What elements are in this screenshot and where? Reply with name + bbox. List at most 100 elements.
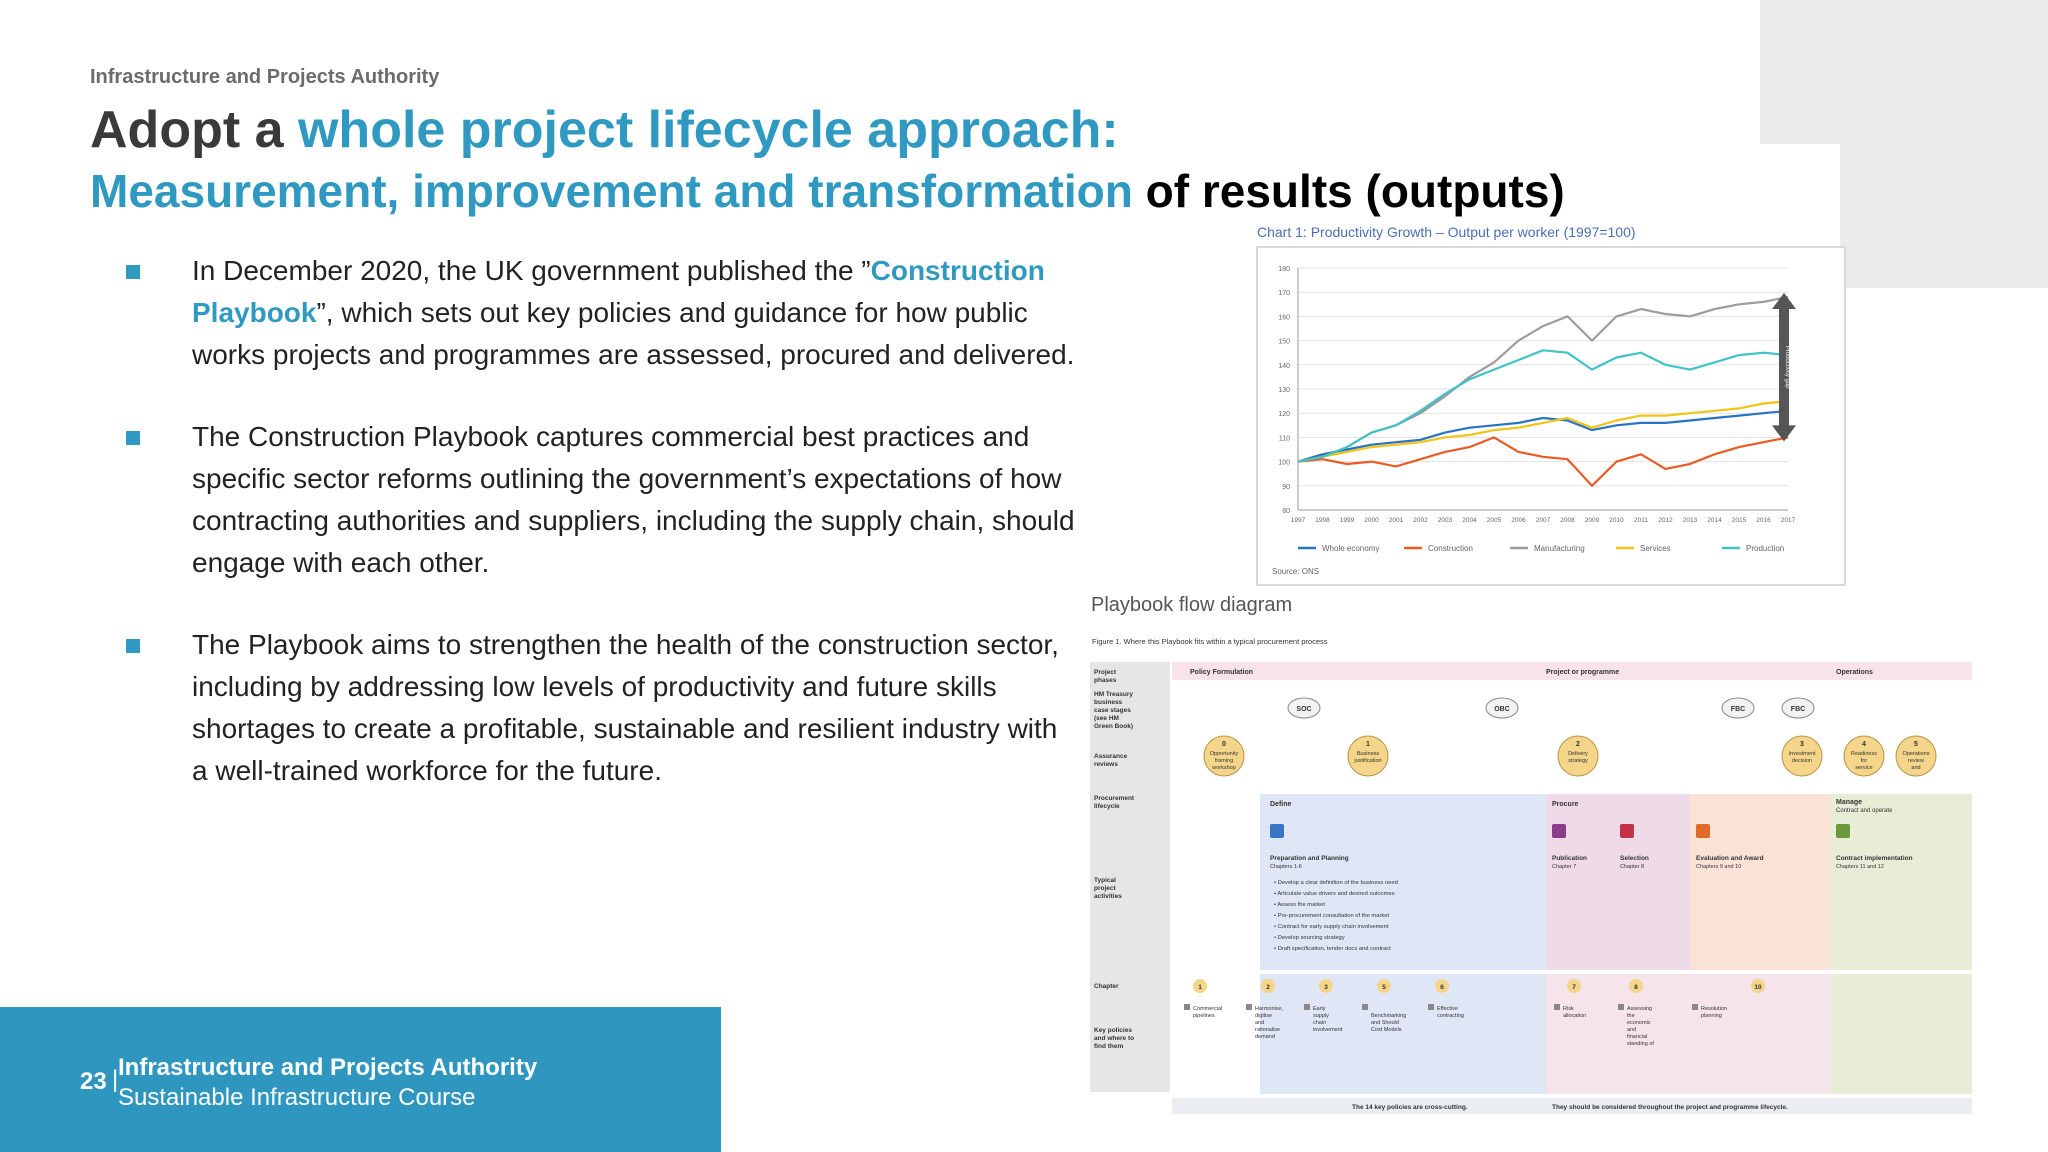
- review-number: 1: [1366, 741, 1370, 748]
- page-number: 23: [80, 1068, 107, 1095]
- phase-label: Operations: [1836, 669, 1873, 676]
- policy-label: Early: [1313, 1006, 1326, 1012]
- y-tick-label: 130: [1278, 387, 1290, 394]
- activity-item: • Articulate value drivers and desired o…: [1274, 891, 1395, 897]
- bullet-text: In December 2020, the UK government publ…: [192, 255, 871, 286]
- manage-policy-zone: [1830, 974, 1972, 1094]
- x-tick-label: 1998: [1315, 517, 1330, 524]
- policy-label: planning: [1701, 1013, 1722, 1019]
- row-label: reviews: [1094, 761, 1118, 768]
- footer-course: Sustainable Infrastructure Course: [118, 1084, 476, 1111]
- chapter-circle: [1319, 979, 1333, 993]
- page-separator: |: [112, 1066, 119, 1093]
- chapter-circle: [1629, 979, 1643, 993]
- policy-footer-strip: [1172, 1098, 1972, 1114]
- row-label: business: [1094, 699, 1123, 706]
- productivity-gap-bar: [1779, 307, 1789, 428]
- playbook-link[interactable]: Construction Playbook: [192, 255, 1045, 328]
- y-tick-label: 150: [1278, 339, 1290, 346]
- y-tick-label: 110: [1279, 435, 1290, 442]
- activity-item: • Assess the market: [1274, 902, 1325, 908]
- row-label: find them: [1094, 1043, 1123, 1050]
- activity-chapters: Chapters 11 and 12: [1836, 864, 1884, 870]
- policy-label: involvement: [1313, 1027, 1343, 1033]
- stage-bubble: [1781, 697, 1815, 719]
- row-label-column: [1090, 662, 1170, 1092]
- y-tick-label: 170: [1278, 290, 1290, 297]
- x-tick-label: 2016: [1756, 517, 1771, 524]
- x-tick-label: 2006: [1511, 517, 1526, 524]
- y-tick-label: 140: [1278, 363, 1290, 370]
- bullet-text: ”, which sets out key policies and guida…: [192, 297, 1075, 370]
- bullet-item: The Construction Playbook captures comme…: [126, 416, 1076, 584]
- lifecycle-label: Define: [1270, 801, 1292, 808]
- row-label: project: [1094, 885, 1117, 892]
- playbook-flow-diagram: Figure 1. Where this Playbook fits withi…: [1090, 634, 1976, 1118]
- review-label: workshop: [1211, 765, 1236, 771]
- review-label: Opportunity: [1210, 751, 1239, 757]
- review-number: 0: [1222, 741, 1226, 748]
- x-tick-label: 1997: [1291, 517, 1306, 524]
- y-tick-label: 180: [1278, 266, 1290, 273]
- flow-diagram-title: Playbook flow diagram: [1091, 594, 1293, 616]
- chapter-number: 3: [1324, 984, 1328, 991]
- row-label: Typical: [1094, 877, 1116, 884]
- y-tick-label: 120: [1278, 411, 1290, 418]
- productivity-chart: 80 90 100 110 120 130 140 150 160 170 180 1997 1998 1…: [1256, 246, 1846, 586]
- x-tick-label: 2015: [1732, 517, 1747, 524]
- chapter-number: 6: [1440, 984, 1444, 991]
- review-circle: [1557, 735, 1599, 777]
- lifecycle-label: Manage: [1836, 799, 1862, 806]
- review-label: service: [1855, 765, 1872, 771]
- footer-org: Infrastructure and Projects Authority: [118, 1054, 538, 1081]
- row-label: Procurement: [1094, 795, 1135, 802]
- activity-icon: [1620, 824, 1634, 838]
- policy-label: Harmonise,: [1255, 1006, 1284, 1012]
- activity-item: • Draft specification, tender docs and c…: [1274, 946, 1391, 952]
- stage-label: FBC: [1791, 706, 1805, 713]
- policy-footer-right: They should be considered throughout the…: [1552, 1104, 1788, 1111]
- phase-label: Project or programme: [1546, 669, 1619, 676]
- row-label: Key policies: [1094, 1027, 1132, 1034]
- activity-chapters: Chapters 9 and 10: [1696, 864, 1741, 870]
- flow-diagram-svg: Figure 1. Where this Playbook fits withi…: [1090, 637, 1972, 1114]
- activity-item: • Develop a clear definition of the busi…: [1274, 880, 1398, 886]
- review-circle: [1843, 735, 1885, 777]
- bullet-item: The Playbook aims to strengthen the heal…: [126, 624, 1076, 792]
- policy-doc-icon: [1692, 1004, 1698, 1010]
- legend-label: Production: [1746, 544, 1784, 553]
- productivity-gap-label: Productivity gap: [1784, 346, 1790, 389]
- x-tick-label: 2007: [1536, 517, 1551, 524]
- chapter-circle: [1751, 979, 1765, 993]
- review-circle: [1781, 735, 1823, 777]
- activity-icon: [1270, 824, 1284, 838]
- review-label: framing: [1215, 758, 1233, 764]
- footer-bar: [0, 1007, 721, 1152]
- review-label: Investment: [1789, 751, 1816, 757]
- stage-bubble: [1287, 697, 1321, 719]
- bullet-text: The Construction Playbook captures comme…: [192, 421, 1075, 578]
- row-label: (see HM: [1094, 715, 1119, 722]
- phase-band: [1172, 662, 1972, 680]
- x-tick-label: 2000: [1364, 517, 1379, 524]
- bullet-square-icon: [126, 639, 140, 653]
- gap-arrow-down-icon: [1772, 425, 1796, 442]
- policy-label: and Should: [1371, 1020, 1399, 1026]
- policy-footer-left: The 14 key policies are cross-cutting.: [1352, 1104, 1468, 1111]
- review-label: Operations: [1903, 751, 1930, 757]
- activity-title: Evaluation and Award: [1696, 855, 1764, 862]
- legend-label: Construction: [1428, 544, 1473, 553]
- row-label: activities: [1094, 893, 1122, 900]
- x-tick-label: 2017: [1781, 517, 1796, 524]
- row-label: case stages: [1094, 707, 1131, 714]
- x-tick-label: 2012: [1658, 517, 1673, 524]
- series-line-services: [1297, 400, 1789, 463]
- policy-label: and: [1627, 1027, 1636, 1033]
- policy-doc-icon: [1554, 1004, 1560, 1010]
- review-label: Readiness: [1851, 751, 1877, 757]
- policy-label: digitise: [1255, 1013, 1272, 1019]
- policy-label: financial: [1627, 1034, 1647, 1040]
- policy-label: the: [1627, 1013, 1635, 1019]
- slide-subtitle: Measurement, improvement and transformat…: [90, 164, 1565, 218]
